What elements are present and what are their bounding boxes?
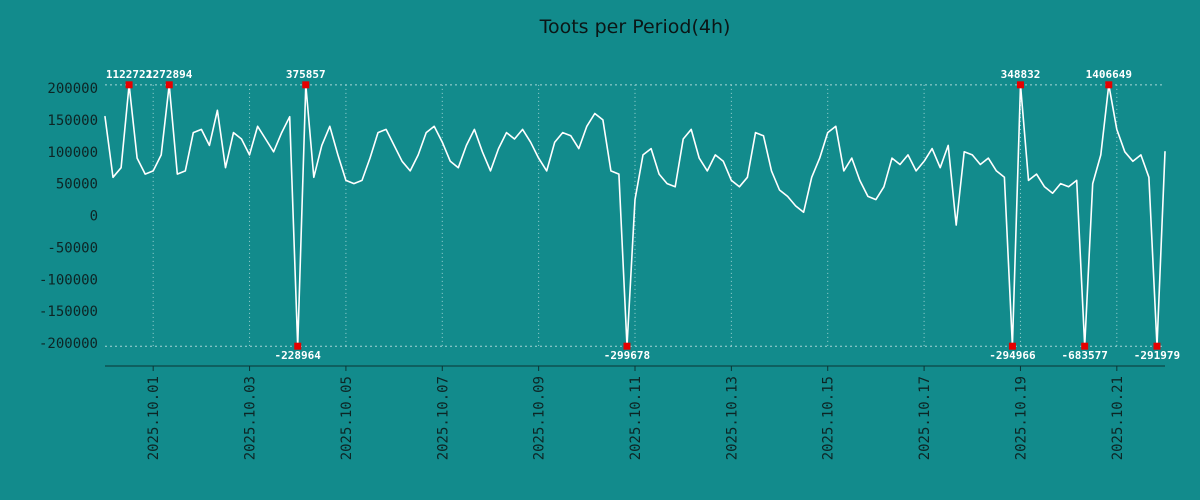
- y-tick-label: 0: [90, 209, 98, 225]
- annotation-label: 1272894: [146, 68, 193, 81]
- annotation-label: -299678: [604, 349, 650, 362]
- y-tick-label: 50000: [56, 177, 98, 193]
- x-tick-label: 2025.10.03: [243, 376, 259, 460]
- annotation-label: -228964: [275, 349, 322, 362]
- x-tick-label: 2025.10.13: [724, 376, 740, 460]
- y-tick-label: -50000: [47, 240, 98, 256]
- y-tick-label: 150000: [47, 113, 98, 129]
- extreme-marker: [165, 81, 173, 89]
- annotation-label: -294966: [989, 349, 1036, 362]
- x-tick-label: 2025.10.19: [1013, 376, 1029, 460]
- extreme-marker: [1081, 342, 1089, 350]
- x-tick-label: 2025.10.15: [821, 376, 837, 460]
- x-tick-label: 2025.10.21: [1110, 376, 1126, 460]
- x-tick-label: 2025.10.01: [146, 376, 162, 460]
- extreme-marker: [1008, 342, 1016, 350]
- y-tick-label: -150000: [39, 304, 98, 320]
- extreme-marker: [125, 81, 133, 89]
- data-line: [104, 84, 1166, 348]
- extreme-marker: [294, 342, 302, 350]
- x-tick-label: 2025.10.09: [532, 376, 548, 460]
- chart-title: Toots per Period(4h): [539, 16, 731, 38]
- extreme-marker: [1105, 81, 1113, 89]
- annotation-label: 1122722: [106, 68, 152, 81]
- extreme-marker: [623, 342, 631, 350]
- x-tick-label: 2025.10.07: [435, 376, 451, 460]
- annotation-label: 348832: [1001, 68, 1041, 81]
- y-tick-label: 100000: [47, 145, 98, 161]
- extreme-marker: [1153, 342, 1161, 350]
- annotation-label: 375857: [286, 68, 326, 81]
- x-tick-label: 2025.10.17: [917, 376, 933, 460]
- annotation-label: 1406649: [1086, 68, 1132, 81]
- extreme-marker: [1016, 81, 1024, 89]
- annotation-label: -683577: [1062, 349, 1108, 362]
- x-tick-label: 2025.10.05: [339, 376, 355, 460]
- y-tick-label: -100000: [39, 272, 98, 288]
- extreme-marker: [302, 81, 310, 89]
- y-tick-label: -200000: [39, 336, 98, 352]
- annotation-label: -291979: [1134, 349, 1180, 362]
- y-tick-label: 200000: [47, 81, 98, 97]
- x-tick-label: 2025.10.11: [628, 376, 644, 460]
